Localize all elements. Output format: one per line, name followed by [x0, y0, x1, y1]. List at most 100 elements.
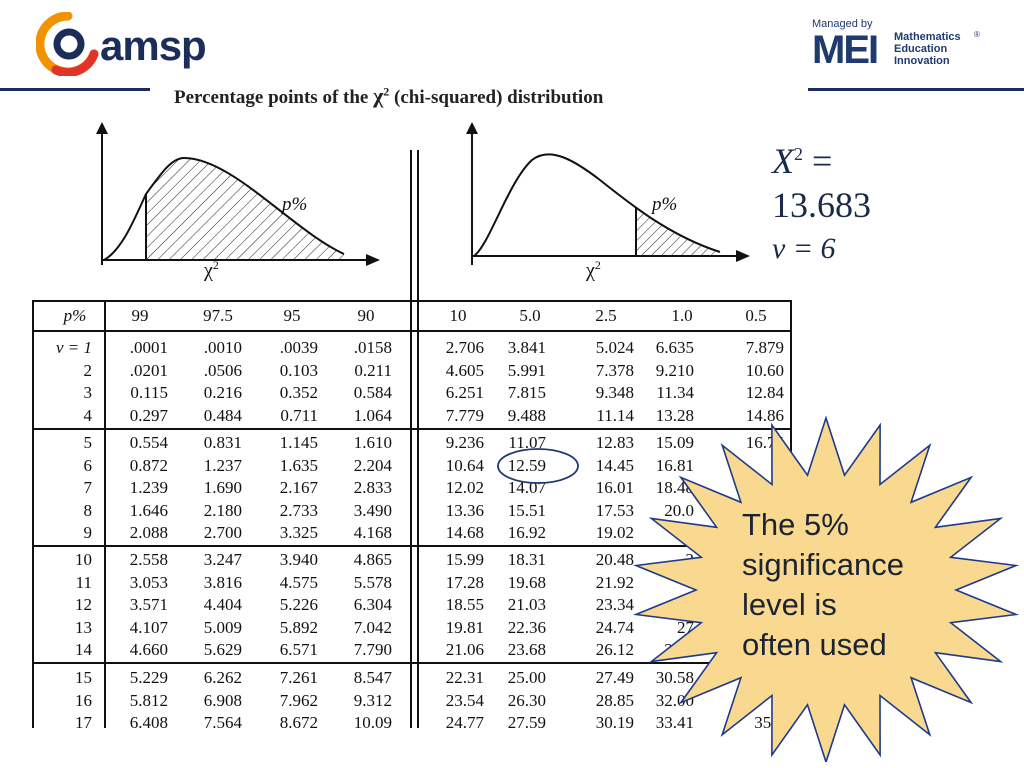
chi-square-annotation: X2 = 13.683 ν = 6 [772, 132, 871, 271]
table-cell: 7.962 [279, 690, 318, 710]
table-cell: 5.892 [279, 617, 318, 637]
table-cell: 2.180 [203, 500, 242, 520]
table-cell: 5.229 [129, 668, 168, 687]
table-cell: 6.262 [203, 668, 242, 687]
table-cell: 2.167 [279, 478, 318, 498]
table-cell: 23.34 [595, 595, 634, 615]
table-cell: 0.115 [130, 383, 168, 403]
table-group-border-3 [32, 662, 792, 664]
table-cell: 5.578 [353, 572, 392, 592]
right-graph-axis-label: χ2 [586, 258, 601, 283]
table-cell: 4.865 [353, 550, 392, 569]
table-cell: 3.247 [203, 550, 242, 569]
table-cell: 7.879 [745, 338, 784, 357]
table-cell: 6.571 [279, 640, 318, 660]
table-cell: 17.53 [595, 500, 634, 520]
table-group-border-1 [32, 428, 792, 430]
callout-text: The 5% significance level is often used [742, 505, 904, 665]
table-cell: 26.12 [595, 640, 634, 660]
table-row-label: 7 [83, 478, 93, 498]
callout-line4: often used [742, 627, 887, 662]
table-cell: 10.60 [745, 360, 784, 380]
table-header-cell: 97.5 [203, 306, 233, 325]
table-cell: 3.325 [279, 523, 318, 543]
table-cell: .0158 [353, 338, 392, 357]
title-suffix: (chi-squared) distribution [389, 87, 604, 108]
table-cell: 21.03 [507, 595, 546, 615]
callout-line3: level is [742, 587, 837, 622]
table-cell: 4.404 [203, 595, 242, 615]
left-axis-sup: 2 [212, 258, 219, 272]
table-cell: 16.01 [595, 478, 634, 498]
table-cell: 25.00 [507, 668, 546, 687]
left-axis-chi: χ [204, 259, 213, 282]
table-cell: 33.41 [655, 713, 694, 733]
table-cell: 0.216 [203, 383, 242, 403]
table-cell: 4.107 [129, 617, 168, 637]
left-graph-axis-label: χ2 [204, 258, 219, 283]
table-cell: .0010 [203, 338, 242, 357]
table-cell: 23.68 [507, 640, 546, 660]
table-cell: 8.672 [279, 713, 318, 733]
header-rule-left [0, 88, 150, 91]
table-cell: 7.042 [353, 617, 392, 637]
table-cell: 19.02 [595, 523, 634, 543]
table-cell: 30.19 [595, 713, 634, 733]
table-cell: 24.74 [595, 617, 634, 637]
table-header-cell: 10 [449, 306, 467, 325]
table-cell: 0.484 [203, 405, 242, 425]
table-cell: 4.660 [129, 640, 168, 660]
table-cell: 24.77 [445, 713, 484, 733]
table-cell: 1.237 [203, 455, 242, 475]
table-row-label: 10 [75, 550, 92, 569]
table-header-cell: 95 [283, 306, 301, 325]
table-cell: 11.34 [656, 383, 694, 403]
table-cell: 7.261 [279, 668, 318, 687]
highlight-circle [497, 448, 579, 484]
table-cell: 28.85 [595, 690, 634, 710]
annotation-line1: X2 = [772, 132, 871, 183]
table-cell: 7.564 [203, 713, 242, 733]
table-cell: 3.490 [353, 500, 392, 520]
table-row-label: 3 [83, 383, 93, 403]
table-cell: .0506 [203, 360, 242, 380]
table-cell: 20.0 [664, 500, 694, 520]
table-cell: 2.706 [445, 338, 484, 357]
callout-line1: The 5% [742, 507, 849, 542]
table-header-cell: 2.5 [595, 306, 617, 325]
table-header-cell: 99 [131, 306, 149, 325]
table-cell: 7.378 [595, 360, 634, 380]
table-cell: 2.088 [129, 523, 168, 543]
table-cell: 6.304 [353, 595, 392, 615]
table-cell: 21.92 [595, 572, 634, 592]
table-cell: 1.635 [279, 455, 318, 475]
table-cell: 27.49 [595, 668, 634, 687]
annotation-nu: ν = 6 [772, 227, 871, 271]
table-row-label: 6 [83, 455, 93, 475]
table-cell: 11.07 [508, 433, 546, 452]
table-cell: 5.024 [595, 338, 634, 357]
table-cell: 6.635 [655, 338, 694, 357]
table-cell: 19.68 [507, 572, 546, 592]
amsp-logo-text: amsp [100, 22, 207, 69]
annotation-x: X [772, 141, 794, 181]
mei-line1: Mathematics [894, 31, 961, 43]
table-cell: .0001 [129, 338, 168, 357]
table-cell: 3.571 [129, 595, 168, 615]
table-row-label: 11 [75, 572, 92, 592]
table-cell: 5.009 [203, 617, 242, 637]
table-cell: 6.251 [445, 383, 484, 403]
title-prefix: Percentage points of the [174, 87, 374, 108]
table-row-label: 9 [83, 523, 93, 543]
page-title: Percentage points of the χ2 (chi-squared… [174, 83, 603, 109]
table-row-label: 17 [75, 713, 92, 733]
table-cell: 32.00 [655, 690, 694, 710]
table-cell: 2.700 [203, 523, 242, 543]
right-graph-p-label: p% [652, 194, 678, 215]
mei-logo: Managed by MEI Mathematics ® Education I… [812, 18, 1002, 72]
table-cell: 14.68 [445, 523, 484, 543]
table-cell: 10.09 [353, 713, 392, 733]
table-row-label: 14 [75, 640, 92, 660]
annotation-equals: = [803, 141, 833, 181]
table-row-label: 13 [75, 617, 92, 637]
